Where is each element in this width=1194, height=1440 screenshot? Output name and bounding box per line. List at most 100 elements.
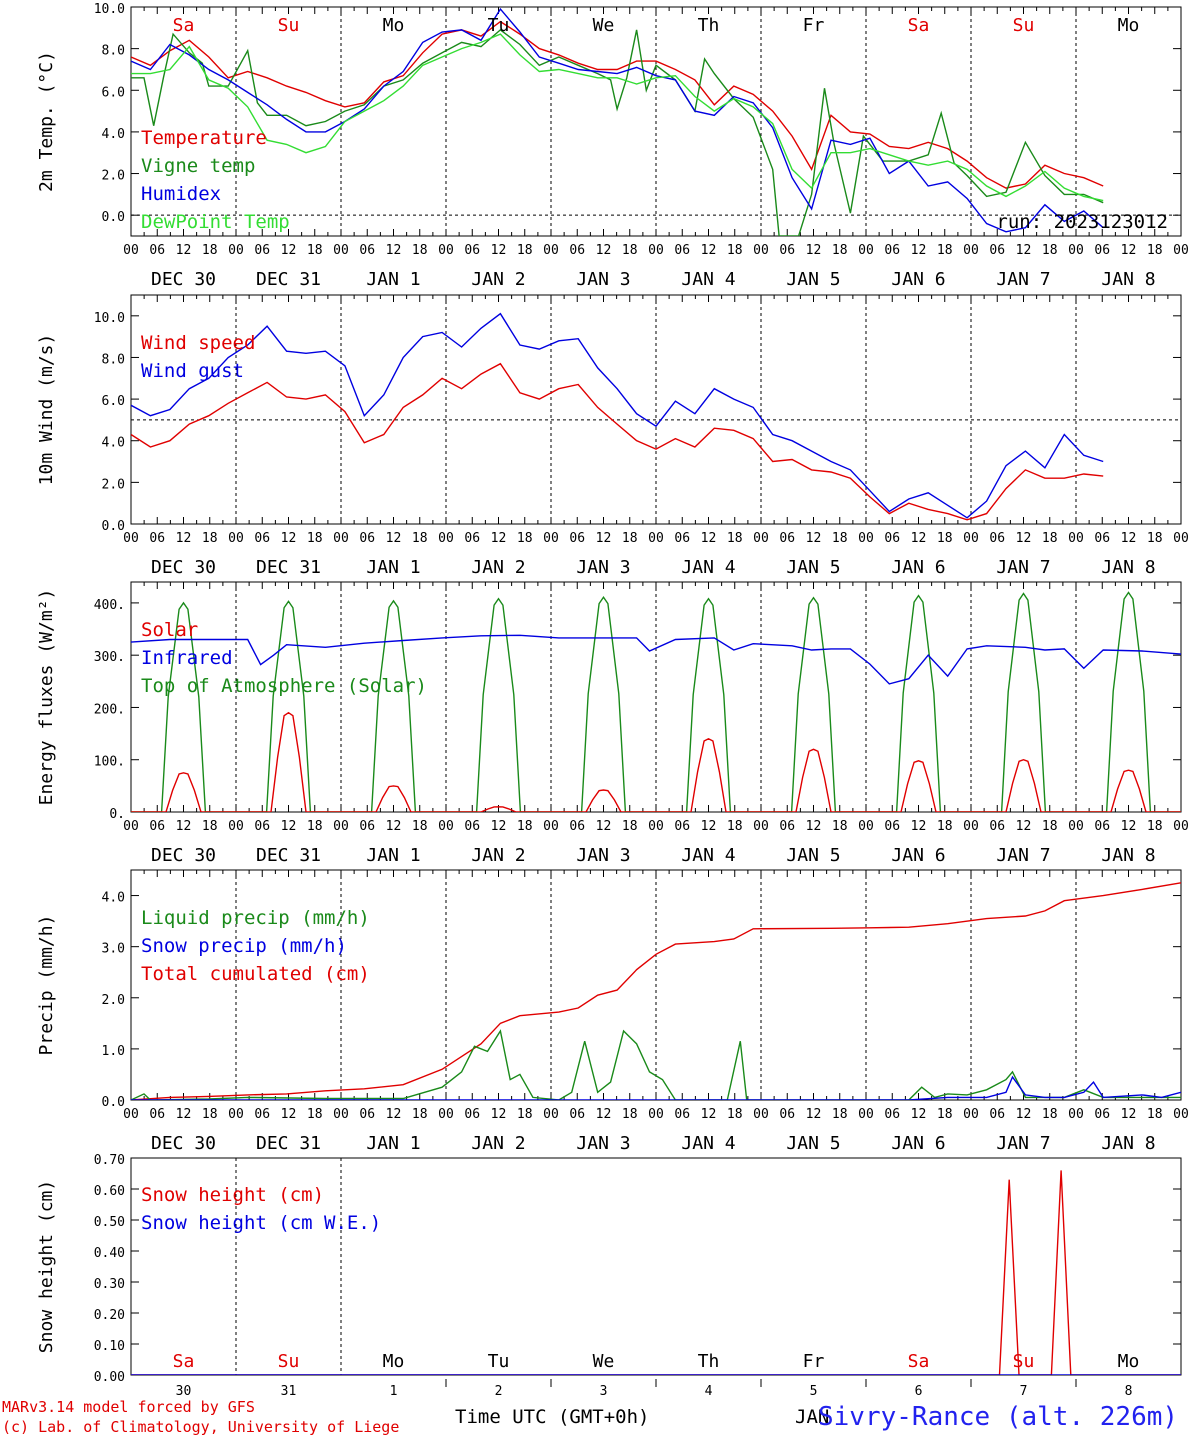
x-tick-label: 06 — [779, 531, 795, 546]
x-tick-label: 18 — [937, 1107, 953, 1122]
day-of-week-label: Fr — [803, 15, 825, 36]
day-number-label: 1 — [390, 1384, 398, 1399]
x-tick-label: 00 — [858, 1107, 874, 1122]
day-number-label: 5 — [810, 1384, 818, 1399]
x-tick-label: 12 — [491, 531, 507, 546]
y-axis-label: Precip (mm/h) — [36, 915, 57, 1056]
x-tick-label: 06 — [989, 1107, 1005, 1122]
x-tick-label: 18 — [202, 531, 218, 546]
x-tick-label: 00 — [753, 243, 769, 258]
x-tick-label: 06 — [569, 531, 585, 546]
x-tick-label: 12 — [596, 819, 612, 834]
x-tick-label: 18 — [832, 531, 848, 546]
y-tick-label: 1.0 — [102, 1044, 125, 1059]
date-label: DEC 31 — [256, 269, 321, 290]
x-tick-label: 00 — [438, 819, 454, 834]
x-tick-label: 00 — [333, 1107, 349, 1122]
x-tick-label: 18 — [412, 819, 428, 834]
y-tick-label: 400. — [94, 598, 125, 613]
x-tick-label: 06 — [359, 243, 375, 258]
y-tick-label: 100. — [94, 755, 125, 770]
y-tick-label: 0.70 — [94, 1153, 125, 1168]
day-of-week-label: We — [593, 1351, 615, 1372]
x-tick-label: 06 — [254, 531, 270, 546]
x-tick-label: 12 — [281, 531, 297, 546]
x-tick-label: 18 — [937, 819, 953, 834]
x-tick-label: 12 — [386, 531, 402, 546]
x-tick-label: 00 — [648, 819, 664, 834]
y-axis-label: Snow height (cm) — [36, 1180, 57, 1353]
x-tick-label: 12 — [806, 531, 822, 546]
x-tick-label: 06 — [674, 531, 690, 546]
x-tick-label: 06 — [779, 243, 795, 258]
x-tick-label: 12 — [1016, 531, 1032, 546]
date-label: JAN 7 — [996, 845, 1050, 866]
x-tick-label: 18 — [622, 1107, 638, 1122]
y-tick-label: 4.0 — [102, 891, 125, 906]
y-tick-label: 8.0 — [102, 352, 125, 367]
x-tick-label: 00 — [1068, 531, 1084, 546]
x-tick-label: 06 — [884, 819, 900, 834]
legend-entry: Solar — [141, 619, 198, 641]
x-tick-label: 12 — [911, 243, 927, 258]
x-tick-label: 06 — [779, 819, 795, 834]
x-tick-label: 12 — [596, 531, 612, 546]
x-tick-label: 18 — [727, 531, 743, 546]
date-label: JAN 5 — [786, 269, 840, 290]
y-tick-label: 0.10 — [94, 1339, 125, 1354]
x-tick-label: 06 — [989, 531, 1005, 546]
panel-3 — [130, 581, 1182, 813]
legend-entry: Humidex — [141, 183, 221, 205]
x-tick-label: 18 — [1147, 243, 1163, 258]
series-line-wind-speed — [131, 362, 1104, 521]
x-tick-label: 06 — [464, 531, 480, 546]
x-tick-label: 06 — [359, 1107, 375, 1122]
x-tick-label: 12 — [176, 819, 192, 834]
date-label: DEC 30 — [151, 845, 216, 866]
x-tick-label: 12 — [701, 243, 717, 258]
x-tick-label: 18 — [727, 243, 743, 258]
x-tick-label: 00 — [963, 1107, 979, 1122]
day-of-week-label: Su — [278, 1351, 300, 1372]
date-label: JAN 4 — [681, 557, 735, 578]
x-tick-label: 12 — [491, 243, 507, 258]
day-number-label: 30 — [176, 1384, 192, 1399]
date-label: JAN 4 — [681, 845, 735, 866]
x-tick-label: 18 — [202, 819, 218, 834]
station-name: Sivry-Rance (alt. 226m) — [818, 1402, 1179, 1432]
date-label: JAN 2 — [471, 557, 525, 578]
x-tick-label: 12 — [1016, 243, 1032, 258]
date-label: JAN 1 — [366, 269, 420, 290]
date-label: JAN 7 — [996, 557, 1050, 578]
series-line-vigne-temp — [131, 29, 1104, 236]
x-tick-label: 18 — [832, 819, 848, 834]
x-tick-label: 12 — [911, 531, 927, 546]
date-label: DEC 30 — [151, 269, 216, 290]
x-tick-label: 18 — [727, 1107, 743, 1122]
x-tick-label: 12 — [491, 819, 507, 834]
date-label: JAN 1 — [366, 845, 420, 866]
legend-entry: Snow height (cm) — [141, 1184, 324, 1206]
y-tick-label: 0.60 — [94, 1184, 125, 1199]
date-label: JAN 5 — [786, 557, 840, 578]
x-tick-label: 12 — [176, 243, 192, 258]
x-tick-label: 18 — [1042, 243, 1058, 258]
x-tick-label: 18 — [307, 243, 323, 258]
date-label: JAN 5 — [786, 1133, 840, 1154]
x-tick-label: 06 — [674, 1107, 690, 1122]
credit-line-1: MARv3.14 model forced by GFS — [2, 1398, 255, 1416]
run-label: run: 2023123012 — [996, 211, 1168, 233]
x-tick-label: 00 — [228, 1107, 244, 1122]
x-tick-label: 00 — [438, 1107, 454, 1122]
date-label: JAN 1 — [366, 557, 420, 578]
day-number-label: 3 — [600, 1384, 608, 1399]
x-tick-label: 12 — [386, 819, 402, 834]
x-tick-label: 18 — [517, 1107, 533, 1122]
date-label: JAN 4 — [681, 1133, 735, 1154]
x-tick-label: 06 — [779, 1107, 795, 1122]
day-of-week-label: Su — [1013, 15, 1035, 36]
series-line-infrared — [131, 634, 1181, 685]
x-tick-label: 00 — [1173, 243, 1189, 258]
date-label: JAN 1 — [366, 1133, 420, 1154]
x-tick-label: 18 — [307, 531, 323, 546]
